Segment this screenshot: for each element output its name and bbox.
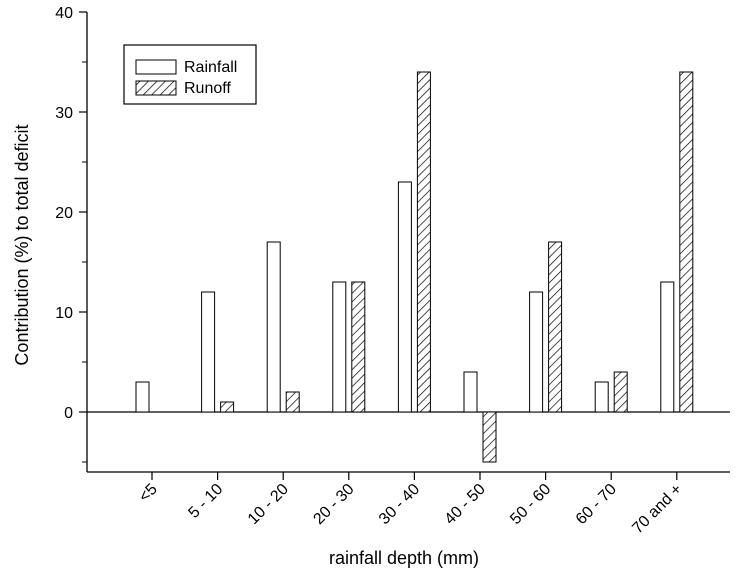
- bar-runoff: [285, 391, 300, 413]
- y-tick-label: 10: [55, 305, 73, 322]
- y-tick-label: 0: [64, 405, 73, 422]
- bar-runoff: [548, 241, 563, 413]
- x-tick-label: 5 - 10: [185, 481, 226, 522]
- bar-runoff: [613, 371, 628, 413]
- x-tick-label: <5: [136, 481, 161, 506]
- bar-runoff: [351, 281, 366, 413]
- bars: [135, 71, 694, 463]
- x-tick-label: 10 - 20: [245, 481, 292, 528]
- x-tick-label: 60 - 70: [573, 481, 620, 528]
- y-ticks: 0 10 20 30 40: [55, 5, 87, 463]
- bar-rainfall: [660, 281, 675, 413]
- x-tick-label: 70 and +: [629, 481, 685, 537]
- bar-runoff: [220, 401, 235, 413]
- bar-rainfall: [266, 241, 281, 413]
- y-tick-label: 30: [55, 105, 73, 122]
- x-tick-label: 30 - 40: [376, 481, 423, 528]
- legend: Rainfall Runoff: [123, 44, 257, 105]
- bar-rainfall: [463, 371, 478, 413]
- bar-runoff: [416, 71, 431, 413]
- y-tick-label: 20: [55, 205, 73, 222]
- legend-swatch-runoff: [135, 80, 177, 96]
- bar-rainfall: [529, 291, 544, 413]
- legend-label-rainfall: Rainfall: [184, 59, 237, 76]
- bar-rainfall: [135, 381, 150, 413]
- bar-rainfall: [594, 381, 609, 413]
- y-axis-title: Contribution (%) to total deficit: [12, 124, 32, 365]
- bar-rainfall: [397, 181, 412, 413]
- x-tick-label: 50 - 60: [507, 481, 554, 528]
- bar-runoff: [482, 411, 497, 463]
- legend-swatch-rainfall: [135, 59, 177, 75]
- x-ticks: <5 5 - 10 10 - 20 20 - 30 30 - 40 40 - 50 50 -…: [136, 472, 686, 537]
- legend-label-runoff: Runoff: [184, 80, 231, 97]
- y-tick-label: 40: [55, 5, 73, 22]
- bar-runoff: [679, 71, 694, 413]
- bar-rainfall: [332, 281, 347, 413]
- x-tick-label: 20 - 30: [310, 481, 357, 528]
- x-tick-label: 40 - 50: [442, 481, 489, 528]
- x-axis-title: rainfall depth (mm): [329, 548, 479, 568]
- bar-rainfall: [201, 291, 216, 413]
